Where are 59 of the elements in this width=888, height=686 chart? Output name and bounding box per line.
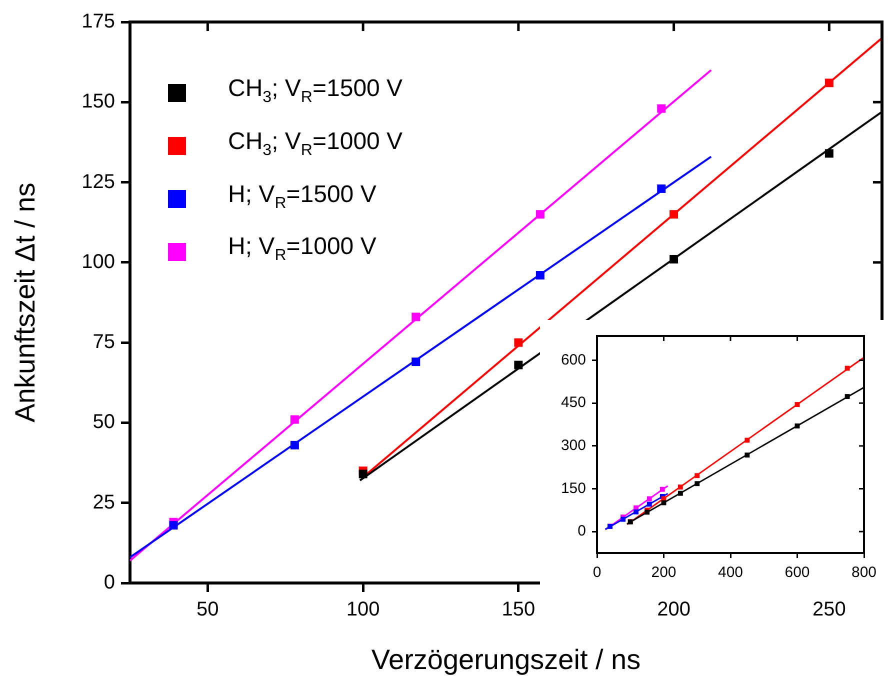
point bbox=[824, 78, 834, 88]
point bbox=[536, 210, 544, 219]
y-tick-label: 175 bbox=[82, 10, 115, 33]
x-tick-label: 250 bbox=[812, 598, 846, 621]
y-tick-label: 0 bbox=[578, 522, 586, 540]
legend-label: H; V$_{R}$=1000 V bbox=[228, 232, 376, 266]
point bbox=[670, 210, 678, 219]
point bbox=[646, 496, 652, 502]
legend-label: CH$_{3}$; V$_{R}$=1000 V bbox=[228, 126, 403, 161]
x-tick-label: 0 bbox=[592, 564, 602, 582]
point bbox=[844, 394, 850, 400]
x-tick-label: 100 bbox=[346, 598, 380, 621]
point bbox=[670, 254, 678, 264]
y-tick-label: 100 bbox=[82, 250, 115, 273]
point bbox=[657, 104, 666, 113]
y-tick-label: 25 bbox=[92, 491, 115, 514]
point bbox=[744, 452, 750, 458]
point bbox=[744, 438, 750, 443]
point bbox=[620, 516, 626, 522]
point bbox=[358, 470, 368, 478]
point bbox=[694, 473, 700, 478]
y-tick-label: 75 bbox=[92, 331, 115, 354]
point bbox=[844, 366, 850, 371]
x-tick-label: 800 bbox=[851, 564, 877, 582]
x-tick-label: 200 bbox=[651, 564, 676, 582]
y-tick-label: 300 bbox=[560, 437, 586, 454]
point bbox=[694, 481, 700, 486]
point bbox=[678, 490, 683, 496]
point bbox=[514, 360, 523, 370]
point bbox=[657, 184, 666, 193]
point bbox=[794, 423, 800, 428]
legend-label: CH$_{3}$; V$_{R}$=1500 V bbox=[228, 74, 403, 108]
point bbox=[412, 312, 420, 322]
y-tick-label: 600 bbox=[560, 351, 586, 368]
point bbox=[412, 358, 420, 366]
x-tick-label: 150 bbox=[502, 598, 536, 621]
point bbox=[514, 338, 523, 347]
point bbox=[290, 415, 299, 424]
x-tick-label: 200 bbox=[657, 598, 690, 621]
x-axis-title: Verzögerungszeit / ns bbox=[371, 644, 641, 675]
y-tick-label: 150 bbox=[560, 480, 586, 497]
x-tick-label: 600 bbox=[784, 564, 810, 582]
point bbox=[634, 509, 639, 514]
y-tick-label: 50 bbox=[92, 411, 115, 434]
x-tick-label: 50 bbox=[196, 598, 219, 621]
y-axis-title: Ankunftszeit Δt / ns bbox=[10, 182, 41, 422]
y-tick-label: 150 bbox=[82, 90, 115, 113]
y-tick-label: 450 bbox=[560, 394, 586, 412]
point bbox=[646, 502, 652, 507]
point bbox=[824, 149, 834, 158]
point bbox=[169, 521, 178, 530]
legend-label: H; V$_{R}$=1500 V bbox=[228, 180, 376, 214]
x-tick-label: 400 bbox=[718, 564, 744, 582]
point bbox=[794, 402, 800, 407]
point bbox=[660, 486, 665, 492]
point bbox=[536, 271, 544, 280]
y-tick-label: 125 bbox=[82, 170, 115, 193]
point bbox=[678, 484, 683, 490]
point bbox=[290, 440, 299, 450]
